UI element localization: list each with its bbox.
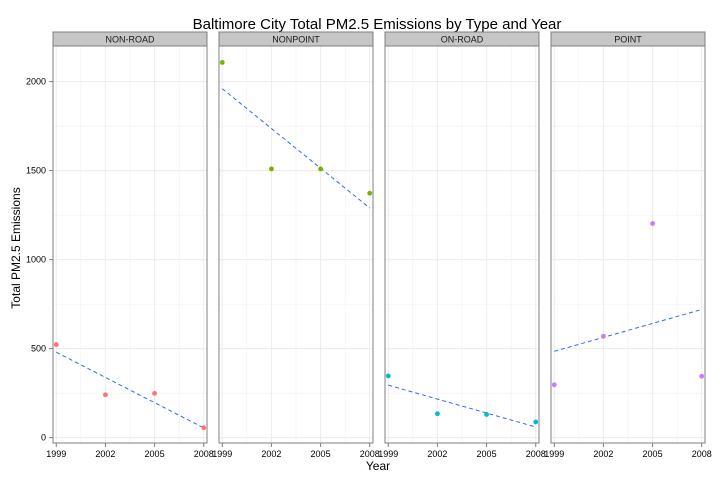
data-point	[435, 411, 440, 417]
data-point	[201, 425, 207, 431]
x-tick-label: 2002	[95, 449, 115, 459]
data-point	[533, 419, 539, 425]
data-point	[650, 221, 655, 226]
x-tick-label: 2002	[427, 449, 447, 459]
x-tick-label: 1999	[544, 449, 564, 459]
panel-border	[550, 45, 706, 444]
facet-panel-point: POINT 1999 2002 2005 2008	[544, 31, 712, 459]
facet-strip-label: ON-ROAD	[441, 35, 484, 45]
data-point	[484, 412, 489, 417]
data-point	[152, 390, 157, 396]
x-tick-label: 2005	[145, 449, 165, 459]
y-tick-label: 500	[31, 344, 46, 354]
x-tick-label: 2008	[692, 449, 712, 459]
x-tick-label: 2008	[526, 449, 546, 459]
trend-line	[221, 88, 371, 209]
x-tick-label: 2005	[643, 449, 663, 459]
trend-line	[388, 384, 536, 428]
panel-border	[52, 45, 208, 444]
y-tick-label: 1500	[26, 166, 46, 176]
x-tick-label: 2002	[261, 449, 281, 459]
x-tick-label: 2005	[311, 449, 331, 459]
x-axis-title: Year	[366, 459, 390, 473]
y-tick-label: 1000	[26, 255, 46, 265]
facet-strip-label: NON-ROAD	[106, 35, 155, 45]
x-tick-label: 2002	[593, 449, 613, 459]
y-tick-label: 2000	[26, 77, 46, 87]
chart-title: Baltimore City Total PM2.5 Emissions by …	[193, 16, 562, 33]
y-axis-title: Total PM2.5 Emissions	[9, 187, 23, 308]
x-tick-label: 2005	[477, 449, 497, 459]
data-point	[601, 333, 606, 339]
facet-panel-on-road: ON-ROAD 1999 2002 2005 2008	[378, 31, 546, 459]
x-tick-label: 1999	[46, 449, 66, 459]
x-tick-label: 2008	[360, 449, 380, 459]
data-point	[699, 373, 705, 379]
y-tick-label: 0	[41, 433, 46, 443]
facet-strip-label: POINT	[614, 35, 642, 45]
data-point	[551, 382, 557, 388]
facet-panel-non-road: NON-ROAD 1999 2002 2005 2008	[46, 31, 214, 459]
trend-line	[554, 308, 702, 352]
data-point	[318, 166, 323, 172]
data-point	[219, 60, 225, 65]
x-tick-label: 2008	[194, 449, 214, 459]
data-point	[385, 373, 391, 379]
facet-panels: NON-ROAD 1999 2002 2005 2008 NONPOINT 1999 2002…	[46, 31, 712, 459]
x-tick-label: 1999	[212, 449, 232, 459]
facet-panel-nonpoint: NONPOINT 1999 2002 2005 2008	[212, 31, 380, 459]
data-point	[103, 392, 108, 398]
data-point	[53, 342, 59, 347]
y-axis-ticks: 0 500 1000 1500 2000	[26, 77, 53, 443]
panel-border	[384, 45, 540, 444]
panel-border	[218, 45, 374, 444]
x-tick-label: 1999	[378, 449, 398, 459]
data-point	[269, 166, 274, 172]
data-point	[367, 190, 373, 196]
facet-strip-label: NONPOINT	[272, 35, 320, 45]
